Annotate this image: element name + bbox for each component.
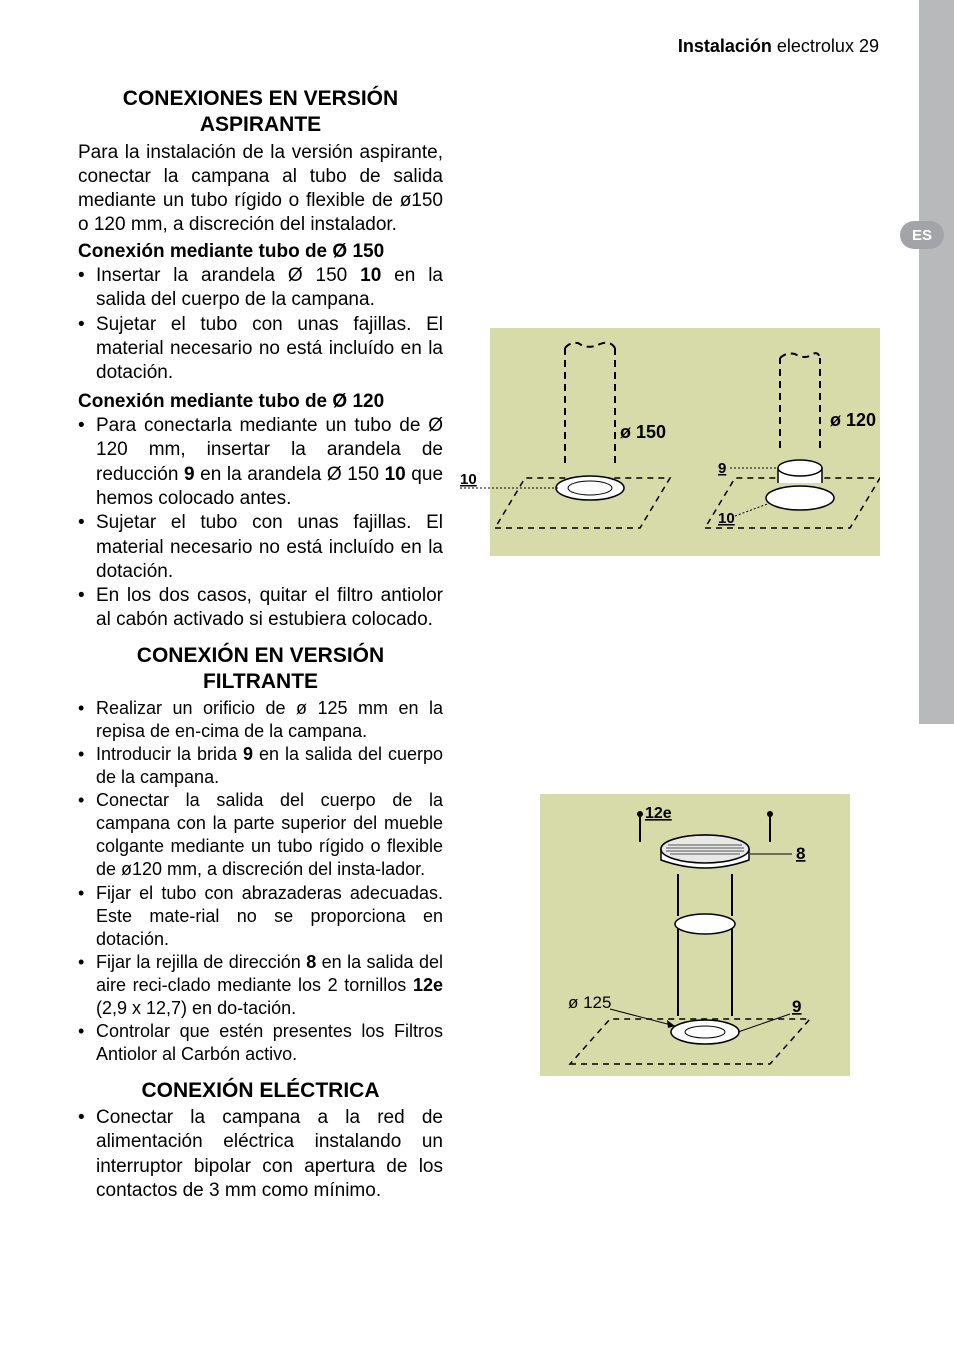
flange-150 bbox=[556, 476, 624, 500]
list-item: Insertar la arandela Ø 150 10 en la sali… bbox=[78, 264, 443, 313]
flange-bottom bbox=[671, 1020, 739, 1044]
list-item: Para conectarla mediante un tubo de Ø 12… bbox=[78, 414, 443, 511]
section1-sub2-list: Para conectarla mediante un tubo de Ø 12… bbox=[78, 414, 443, 633]
section1-sub1: Conexión mediante tubo de Ø 150 bbox=[78, 240, 443, 264]
section2-title: CONEXIÓN EN VERSIÓN FILTRANTE bbox=[78, 643, 443, 696]
list-item: Sujetar el tubo con unas fajillas. El ma… bbox=[78, 511, 443, 584]
list-item: En los dos casos, quitar el filtro antio… bbox=[78, 584, 443, 633]
side-strip bbox=[919, 0, 954, 724]
list-item: Controlar que estén presentes los Filtro… bbox=[78, 1020, 443, 1066]
section1-intro: Para la instalación de la versión aspira… bbox=[78, 141, 443, 238]
list-item: Fijar la rejilla de dirección 8 en la sa… bbox=[78, 951, 443, 1020]
header-page-number: 29 bbox=[859, 36, 879, 56]
screw-right-head bbox=[767, 811, 773, 817]
list-item: Conectar la salida del cuerpo de la camp… bbox=[78, 789, 443, 881]
section1-sub2: Conexión mediante tubo de Ø 120 bbox=[78, 390, 443, 414]
section3-list: Conectar la campana a la red de alimenta… bbox=[78, 1106, 443, 1203]
list-item: Conectar la campana a la red de alimenta… bbox=[78, 1106, 443, 1203]
reducer-top bbox=[778, 460, 822, 476]
section1-title: CONEXIONES EN VERSIÓN ASPIRANTE bbox=[78, 86, 443, 139]
language-badge: ES bbox=[900, 221, 944, 249]
label-12e: 12e bbox=[645, 805, 672, 822]
list-item: Introducir la brida 9 en la salida del c… bbox=[78, 743, 443, 789]
header-section: Instalación bbox=[678, 36, 772, 56]
list-item: Sujetar el tubo con unas fajillas. El ma… bbox=[78, 313, 443, 386]
label-d125: ø 125 bbox=[568, 993, 611, 1012]
figure-filtrante-diagram: 12e 8 9 ø 125 bbox=[540, 794, 850, 1084]
label-10a: 10 bbox=[460, 471, 477, 488]
label-8: 8 bbox=[796, 844, 805, 863]
page-header: Instalación electrolux 29 bbox=[678, 36, 879, 57]
mid-ring bbox=[675, 914, 735, 934]
list-item: Realizar un orificio de ø 125 mm en la r… bbox=[78, 697, 443, 743]
figure1-bg bbox=[490, 328, 880, 556]
grille-face bbox=[661, 835, 749, 863]
section3-title: CONEXIÓN ELÉCTRICA bbox=[78, 1078, 443, 1104]
label-d120: ø 120 bbox=[830, 410, 876, 430]
figure-aspirante-diagram: ø 150 ø 120 10 9 10 bbox=[460, 328, 880, 568]
label-9b: 9 bbox=[792, 997, 801, 1016]
label-9: 9 bbox=[718, 460, 726, 477]
text-column: CONEXIONES EN VERSIÓN ASPIRANTE Para la … bbox=[78, 86, 443, 1207]
screw-left-head bbox=[637, 811, 643, 817]
section1-sub1-list: Insertar la arandela Ø 150 10 en la sali… bbox=[78, 264, 443, 386]
header-brand: electrolux bbox=[777, 36, 854, 56]
label-10b: 10 bbox=[718, 510, 735, 527]
list-item: Fijar el tubo con abrazaderas adecuadas.… bbox=[78, 882, 443, 951]
flange-120-base bbox=[766, 486, 834, 510]
section2-list: Realizar un orificio de ø 125 mm en la r… bbox=[78, 697, 443, 1066]
label-d150: ø 150 bbox=[620, 422, 666, 442]
